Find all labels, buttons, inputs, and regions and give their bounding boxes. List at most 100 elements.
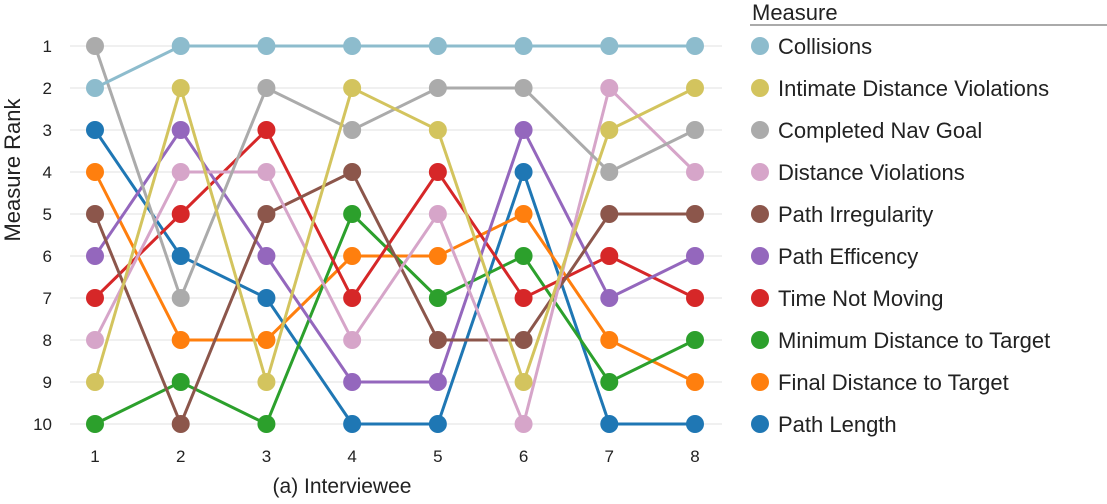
data-point <box>600 121 619 139</box>
data-point <box>514 289 533 307</box>
data-point <box>86 163 104 181</box>
legend-marker <box>751 373 769 391</box>
data-point <box>428 373 447 391</box>
legend-label: Completed Nav Goal <box>778 118 982 143</box>
legend-label: Collisions <box>778 34 872 59</box>
legend-item: Final Distance to Target <box>751 370 1009 395</box>
data-point <box>171 205 190 223</box>
y-tick-label: 8 <box>43 331 52 350</box>
data-point <box>343 163 362 181</box>
legend-marker <box>751 415 769 433</box>
data-point <box>257 121 276 139</box>
x-tick-label: 5 <box>433 447 442 466</box>
data-point <box>257 163 276 181</box>
data-point <box>171 373 190 391</box>
data-point <box>686 79 704 97</box>
data-point <box>257 37 276 55</box>
data-point <box>86 289 104 307</box>
data-point <box>514 121 533 139</box>
legend-item: Path Length <box>751 412 897 437</box>
data-point <box>514 331 533 349</box>
legend-item: Distance Violations <box>751 160 965 185</box>
data-point <box>171 247 190 265</box>
data-point <box>257 205 276 223</box>
data-point <box>171 79 190 97</box>
legend-item: Intimate Distance Violations <box>751 76 1049 101</box>
data-point <box>86 415 104 433</box>
data-point <box>600 289 619 307</box>
legend-label: Intimate Distance Violations <box>778 76 1049 101</box>
data-point <box>428 79 447 97</box>
series-line <box>93 127 696 301</box>
data-point <box>343 205 362 223</box>
data-point <box>428 247 447 265</box>
legend-marker <box>751 37 769 55</box>
data-point <box>686 415 704 433</box>
data-point <box>86 79 104 97</box>
data-point <box>428 121 447 139</box>
legend-label: Distance Violations <box>778 160 965 185</box>
data-point <box>343 415 362 433</box>
series-collisions <box>86 37 704 97</box>
data-point <box>343 373 362 391</box>
legend-item: Completed Nav Goal <box>751 118 982 143</box>
series-line <box>93 126 696 384</box>
x-tick-label: 8 <box>690 447 699 466</box>
data-point <box>514 37 533 55</box>
data-point <box>257 247 276 265</box>
legend-marker <box>751 163 769 181</box>
data-point <box>686 37 704 55</box>
legend-title: Measure <box>752 0 838 25</box>
x-tick-label: 1 <box>90 447 99 466</box>
legend-label: Time Not Moving <box>778 286 943 311</box>
data-point <box>86 373 104 391</box>
data-point <box>343 331 362 349</box>
y-tick-label: 5 <box>43 205 52 224</box>
y-tick-label: 4 <box>43 163 52 182</box>
data-point <box>86 331 104 349</box>
data-point <box>343 247 362 265</box>
legend-item: Time Not Moving <box>751 286 943 311</box>
y-tick-label: 1 <box>43 37 52 56</box>
data-point <box>171 289 190 307</box>
data-point <box>171 331 190 349</box>
data-point <box>514 373 533 391</box>
series-line <box>93 82 696 388</box>
series-lines <box>86 37 704 433</box>
legend-label: Path Length <box>778 412 897 437</box>
data-point <box>514 205 533 223</box>
data-point <box>686 247 704 265</box>
series-line <box>94 211 696 427</box>
data-point <box>343 79 362 97</box>
y-axis-label: Measure Rank <box>0 97 25 241</box>
legend-label: Path Irregularity <box>778 202 933 227</box>
series-path-efficency <box>86 121 704 391</box>
series-line <box>94 44 695 90</box>
data-point <box>600 373 619 391</box>
legend-marker <box>751 289 769 307</box>
data-point <box>343 121 362 139</box>
data-point <box>257 331 276 349</box>
legend-marker <box>751 205 769 223</box>
x-axis-label: (a) Interviewee <box>273 475 412 498</box>
data-point <box>600 79 619 97</box>
data-point <box>514 247 533 265</box>
data-point <box>600 37 619 55</box>
x-tick-label: 7 <box>605 447 614 466</box>
legend-label: Final Distance to Target <box>778 370 1009 395</box>
data-point <box>257 373 276 391</box>
data-point <box>171 163 190 181</box>
data-point <box>514 79 533 97</box>
data-point <box>686 121 704 139</box>
legend-marker <box>751 331 769 349</box>
y-tick-label: 10 <box>33 415 52 434</box>
data-point <box>257 415 276 433</box>
legend-label: Path Efficency <box>778 244 918 269</box>
data-point <box>428 37 447 55</box>
data-point <box>343 37 362 55</box>
data-point <box>428 331 447 349</box>
data-point <box>257 79 276 97</box>
data-point <box>86 121 104 139</box>
series-time-not-moving <box>86 121 704 307</box>
